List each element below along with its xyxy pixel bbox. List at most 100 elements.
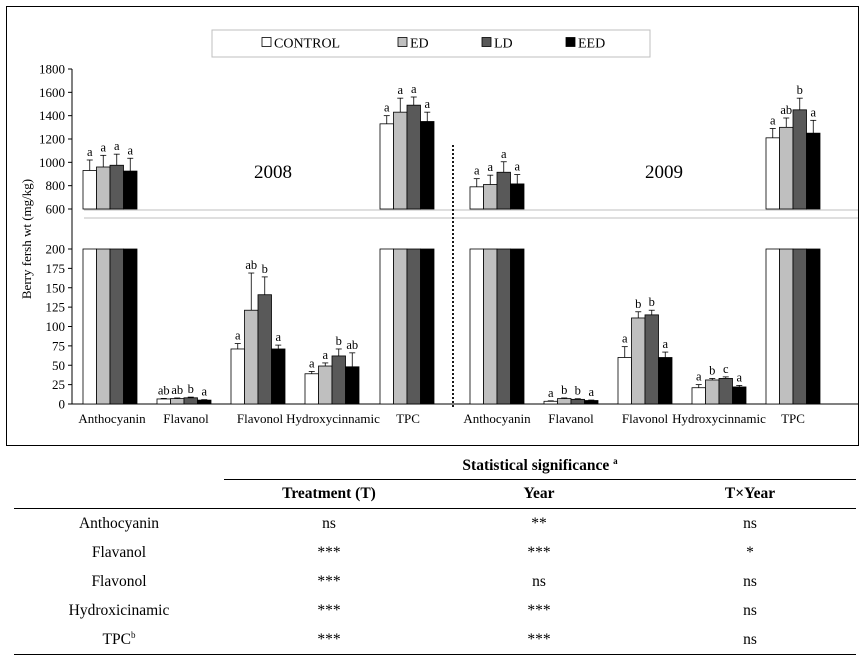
y-tick-label: 1200: [39, 132, 65, 147]
bar: [96, 166, 111, 210]
row-label: Flavanol: [91, 544, 147, 562]
bar-lower-segment: [406, 248, 421, 405]
x-tick-label: Hydroxycinnamic: [672, 411, 766, 426]
significance-letter: b: [561, 383, 567, 397]
bar-chart: 600 800 1000 1200 1400 1600 1800 0 25 50 75 100 125 1…: [19, 29, 858, 426]
bar: [718, 378, 733, 405]
bar: [318, 365, 333, 405]
legend-label: ED: [410, 37, 429, 52]
cell-interaction: ns: [644, 625, 856, 655]
significance-letter: b: [635, 297, 641, 311]
significance-letter: a: [548, 386, 554, 400]
x-tick-label: Anthocyanin: [463, 411, 531, 426]
significance-letter: a: [501, 147, 507, 161]
significance-letter: b: [188, 382, 194, 396]
bar: [230, 348, 245, 405]
significance-letter: b: [336, 334, 342, 348]
cell-year: ***: [434, 625, 644, 655]
bar: [691, 387, 706, 405]
bar-lower-segment: [379, 248, 394, 405]
significance-letter: c: [723, 362, 729, 376]
bar: [183, 397, 198, 405]
bar: [570, 398, 585, 405]
statistics-table: Statistical significance a Treatment (T)…: [14, 452, 856, 655]
y-tick-label: 175: [46, 261, 66, 276]
y-tick-label: 800: [46, 178, 66, 193]
x-tick-label: TPC: [396, 411, 420, 426]
table-title: Statistical significance a: [224, 452, 856, 480]
bar: [557, 398, 572, 405]
significance-letter: ab: [245, 258, 257, 272]
table-title-note: a: [613, 455, 618, 466]
cell-treatment: ***: [317, 543, 341, 561]
significance-letter: a: [87, 145, 93, 159]
significance-letter: a: [127, 143, 133, 157]
bar-lower-segment: [765, 248, 780, 405]
bar: [765, 137, 780, 210]
x-tick-label: Flavanol: [163, 411, 209, 426]
bar-lower-segment: [393, 248, 408, 405]
table-row: Flavanol *** *** *: [14, 538, 856, 567]
significance-letter: a: [487, 160, 493, 174]
significance-letter: ab: [780, 103, 792, 117]
cell-interaction: ns: [743, 601, 757, 619]
bar: [345, 366, 360, 405]
significance-letter: a: [322, 348, 328, 362]
significance-letter: a: [810, 105, 816, 119]
bar: [197, 399, 212, 405]
bar: [496, 171, 511, 210]
legend-swatch: [565, 37, 576, 47]
x-tick-label: Flavonol: [237, 411, 284, 426]
cell-year: ***: [527, 543, 551, 561]
bar-lower-segment: [109, 248, 124, 405]
significance-letter: a: [770, 114, 776, 128]
significance-letter: a: [114, 139, 120, 153]
bar: [170, 398, 185, 405]
bar: [406, 104, 421, 210]
cell-treatment: ***: [317, 601, 341, 619]
bar: [792, 109, 807, 210]
y-tick-label: 150: [46, 280, 66, 295]
table-row: Hydroxicinamic *** *** ns: [14, 596, 856, 625]
bar: [584, 400, 599, 405]
legend-label: CONTROL: [274, 37, 340, 52]
x-tick-label: Hydroxycinnamic: [286, 411, 380, 426]
cell-year: ns: [532, 572, 546, 590]
chart-frame: [6, 6, 859, 446]
y-tick-label: 0: [59, 397, 66, 412]
cell-interaction: ns: [743, 572, 757, 590]
y-axis-label: Berry fersh wt (mg/kg): [19, 179, 34, 299]
bar: [658, 357, 673, 405]
bar: [732, 386, 747, 405]
row-label: Anthocyanin: [78, 515, 160, 533]
row-label: TPCb: [14, 625, 224, 655]
table-header-row: Treatment (T) Year T×Year: [14, 479, 856, 509]
significance-letter: a: [696, 370, 702, 384]
bar: [271, 348, 286, 405]
y-tick-label: 200: [46, 242, 66, 257]
y-tick-label: 600: [46, 202, 66, 217]
bar-lower-segment: [469, 248, 484, 405]
y-tick-label: 50: [52, 358, 65, 373]
bar: [393, 111, 408, 210]
bar-lower-segment: [483, 248, 498, 405]
bar: [156, 398, 171, 405]
bar: [82, 170, 97, 210]
bar-lower-segment: [82, 248, 97, 405]
legend-box: [211, 29, 651, 58]
significance-letter: ab: [346, 338, 358, 352]
significance-letter: a: [424, 97, 430, 111]
x-tick-label: Anthocyanin: [78, 411, 146, 426]
significance-letter: ab: [158, 383, 170, 397]
bar: [257, 294, 272, 405]
bar: [123, 170, 138, 210]
bar-lower-segment: [792, 248, 807, 405]
year-label: 2008: [254, 162, 292, 183]
bar: [483, 184, 498, 210]
bar-lower-segment: [420, 248, 435, 405]
significance-letter: a: [411, 82, 417, 96]
significance-letter: ab: [171, 383, 183, 397]
bar: [331, 355, 346, 405]
y-tick-label: 100: [46, 319, 66, 334]
significance-letter: a: [662, 337, 668, 351]
